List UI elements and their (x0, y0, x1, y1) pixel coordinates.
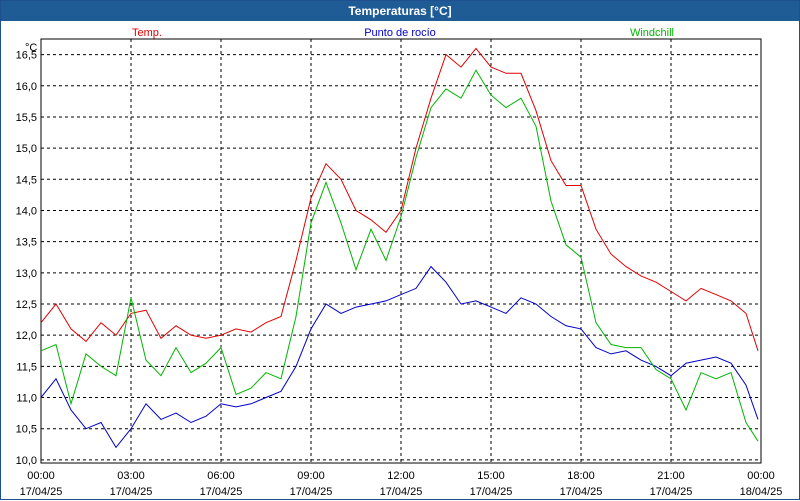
x-tick-date: 17/04/25 (380, 486, 423, 498)
x-tick-time: 15:00 (477, 470, 505, 482)
x-tick-date: 17/04/25 (290, 486, 333, 498)
x-tick-date: 17/04/25 (470, 486, 513, 498)
y-tick-label: 16,0 (16, 81, 37, 93)
x-tick-date: 18/04/25 (740, 486, 783, 498)
x-tick-date: 17/04/25 (20, 486, 63, 498)
legend-windchill: Windchill (630, 27, 674, 39)
x-tick-date: 17/04/25 (560, 486, 603, 498)
x-tick-date: 17/04/25 (110, 486, 153, 498)
y-tick-label: 11,5 (16, 361, 37, 373)
x-tick-time: 03:00 (117, 470, 145, 482)
x-tick-date: 17/04/25 (200, 486, 243, 498)
y-tick-label: 15,0 (16, 143, 37, 155)
x-tick-date: 17/04/25 (650, 486, 693, 498)
window-title: Temperaturas [°C] (1, 1, 799, 21)
y-tick-label: 13,5 (16, 237, 37, 249)
y-tick-label: 12,5 (16, 299, 37, 311)
legend-dew-point: Punto de rocío (364, 27, 436, 39)
legend-temp: Temp. (132, 27, 162, 39)
y-tick-label: 11,0 (16, 393, 37, 405)
series-line-2 (40, 69, 759, 442)
series-line-1 (40, 265, 759, 449)
x-tick-time: 21:00 (657, 470, 685, 482)
y-tick-label: 10,0 (16, 455, 37, 467)
x-tick-time: 18:00 (567, 470, 595, 482)
y-tick-label: 14,5 (16, 174, 37, 186)
y-tick-label: 12,0 (16, 330, 37, 342)
y-tick-label: 15,5 (16, 112, 37, 124)
y-tick-label: 16,5 (16, 50, 37, 62)
series-line-0 (40, 47, 759, 351)
y-tick-label: 13,0 (16, 268, 37, 280)
x-tick-time: 09:00 (297, 470, 325, 482)
y-tick-label: 10,5 (16, 424, 37, 436)
x-tick-time: 00:00 (747, 470, 775, 482)
y-tick-label: 14,0 (16, 205, 37, 217)
x-tick-time: 06:00 (207, 470, 235, 482)
x-tick-time: 00:00 (27, 470, 55, 482)
y-axis-unit-label: °C (25, 42, 37, 54)
x-tick-time: 12:00 (387, 470, 415, 482)
